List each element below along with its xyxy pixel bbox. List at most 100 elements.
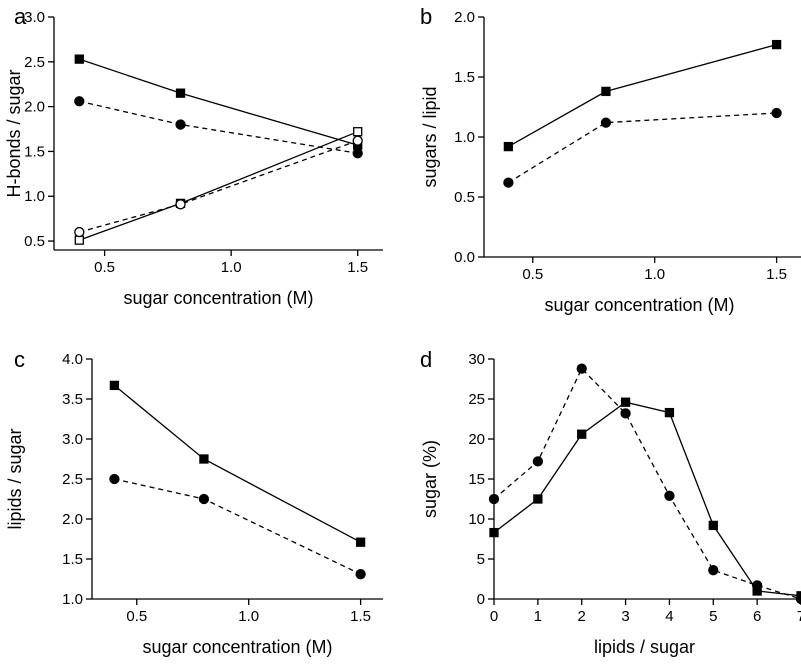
data-point xyxy=(175,199,186,210)
data-point xyxy=(503,141,514,152)
x-axis-label: lipids / sugar xyxy=(594,637,695,657)
y-tick-label: 0 xyxy=(477,591,485,608)
data-point xyxy=(577,429,587,439)
y-axis-label: lipids / sugar xyxy=(5,428,25,529)
series-1 xyxy=(109,380,366,547)
x-tick-label: 0.5 xyxy=(522,266,543,283)
series-1 xyxy=(503,39,782,152)
y-tick-label: 15 xyxy=(468,471,485,488)
y-tick-label: 3.5 xyxy=(62,391,83,408)
series-line xyxy=(508,112,777,184)
data-point xyxy=(74,226,85,238)
data-point xyxy=(576,363,587,374)
x-axis-label: sugar concentration (M) xyxy=(544,295,734,315)
x-tick-label: 4 xyxy=(665,608,673,625)
y-tick-label: 2.5 xyxy=(62,471,83,488)
data-point xyxy=(355,537,366,547)
x-tick-label: 1.0 xyxy=(238,608,259,625)
x-axis-label: sugar concentration (M) xyxy=(142,637,332,657)
series-line xyxy=(79,131,358,241)
y-tick-label: 3.0 xyxy=(62,431,83,448)
series-3 xyxy=(74,127,363,245)
y-axis-label: sugar (%) xyxy=(420,440,440,518)
x-tick-label: 2 xyxy=(578,608,586,625)
data-point xyxy=(708,565,719,576)
x-axis-label: sugar concentration (M) xyxy=(123,288,313,308)
data-point xyxy=(109,473,120,485)
series-line xyxy=(493,401,801,597)
data-point xyxy=(175,88,186,98)
x-tick-label: 1 xyxy=(534,608,542,625)
panel-letter: a xyxy=(14,4,27,29)
series-line xyxy=(114,478,361,575)
data-point xyxy=(488,493,500,505)
x-tick-label: 0.5 xyxy=(94,259,115,276)
x-tick-label: 5 xyxy=(709,608,717,625)
x-tick-label: 7 xyxy=(797,608,801,625)
y-tick-label: 2.0 xyxy=(62,511,83,528)
x-tick-label: 0 xyxy=(490,608,498,625)
data-point xyxy=(771,107,782,119)
data-point xyxy=(533,494,543,504)
y-tick-label: 2.5 xyxy=(24,54,45,71)
y-tick-label: 25 xyxy=(468,391,485,408)
y-tick-label: 30 xyxy=(468,351,485,368)
panel-b: b 0.5 1.0 1.5 0.0 0.5 1.0 1.5 2.0 sugar concentra… xyxy=(420,4,801,315)
data-point xyxy=(601,86,611,97)
series-2 xyxy=(503,107,782,188)
data-point xyxy=(352,148,363,159)
data-point xyxy=(198,493,210,505)
data-point xyxy=(175,119,186,130)
x-tick-label: 0.5 xyxy=(126,608,147,625)
y-tick-label: 2.0 xyxy=(454,9,475,26)
series-line xyxy=(79,100,358,154)
data-point xyxy=(74,235,84,245)
y-axis-label: H-bonds / sugar xyxy=(4,69,24,197)
y-tick-label: 2.0 xyxy=(24,99,45,116)
panel-c: c 0.5 1.0 1.5 1.0 1.5 2.0 2.5 3.0 3.5 4.0 sugar con… xyxy=(5,347,383,657)
y-tick-label: 0.5 xyxy=(24,233,45,250)
data-point xyxy=(771,39,782,50)
data-point xyxy=(751,580,763,591)
y-axis-label: sugars / lipid xyxy=(420,86,440,187)
data-point xyxy=(352,135,363,146)
y-tick-label: 1.0 xyxy=(454,129,475,146)
data-point xyxy=(74,96,85,107)
series-4 xyxy=(74,135,363,238)
data-point xyxy=(489,527,499,538)
y-tick-label: 1.5 xyxy=(62,551,83,568)
data-point xyxy=(620,397,631,407)
y-tick-label: 5 xyxy=(477,551,485,568)
data-point xyxy=(600,117,612,128)
y-tick-label: 1.5 xyxy=(454,69,475,86)
y-tick-label: 1.0 xyxy=(24,188,45,205)
x-tick-label: 1.0 xyxy=(644,266,665,283)
x-tick-label: 1.0 xyxy=(221,259,242,276)
data-point xyxy=(708,520,718,531)
y-tick-label: 3.0 xyxy=(24,9,45,26)
y-tick-label: 1.5 xyxy=(24,143,45,160)
series-line xyxy=(79,140,358,233)
series-line xyxy=(493,367,801,600)
data-point xyxy=(664,490,675,501)
panel-a: a 0.5 1.0 1.5 0.5 1.0 1.5 2.0 2.5 3.0 sugar concen… xyxy=(4,4,383,308)
data-point xyxy=(795,593,801,605)
y-tick-label: 0.0 xyxy=(454,249,475,266)
x-tick-label: 1.5 xyxy=(766,266,787,283)
series-line xyxy=(113,384,361,543)
series-line xyxy=(508,43,777,148)
data-point xyxy=(199,454,209,464)
y-tick-label: 0.5 xyxy=(454,189,475,206)
panel-letter: d xyxy=(420,347,432,372)
y-tick-label: 1.0 xyxy=(62,591,83,608)
data-point xyxy=(109,380,120,391)
series-2 xyxy=(74,96,363,159)
series-1 xyxy=(489,397,801,601)
panel-letter: c xyxy=(14,347,25,372)
series-1 xyxy=(74,54,363,150)
x-tick-label: 3 xyxy=(621,608,629,625)
panel-d: d 0 1 2 3 4 5 6 7 0 5 10 15 20 25 30 lipids / sugar sugar… xyxy=(420,347,801,657)
data-point xyxy=(503,177,514,188)
series-2 xyxy=(109,473,366,580)
